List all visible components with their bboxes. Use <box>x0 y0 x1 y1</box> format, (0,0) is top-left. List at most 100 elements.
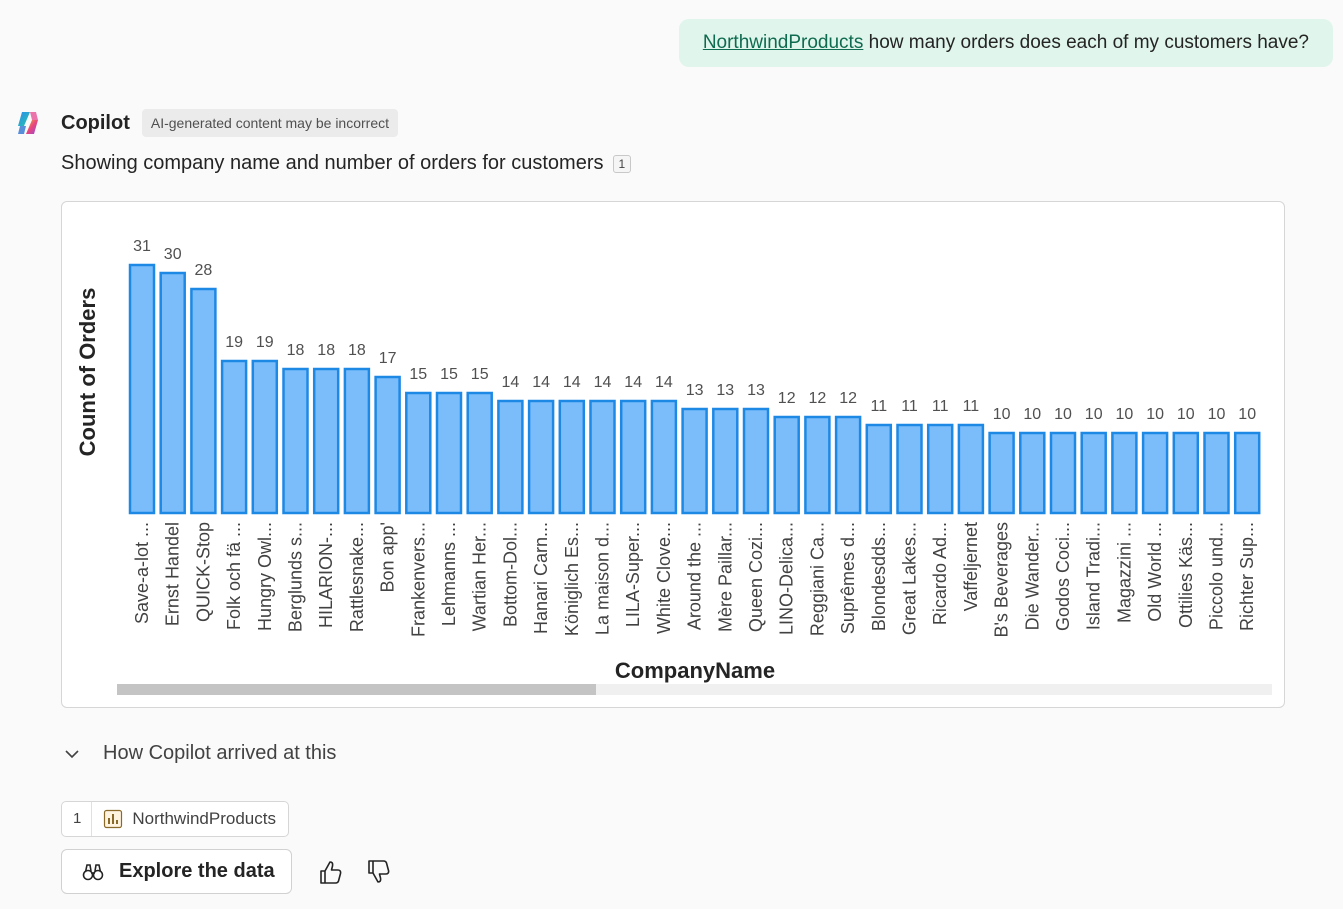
data-label: 13 <box>716 382 734 399</box>
reference-chip[interactable]: 1 NorthwindProducts <box>61 801 289 837</box>
x-tick-label: Island Tradi... <box>1084 522 1104 630</box>
data-label: 10 <box>1146 406 1164 423</box>
user-message-text: how many orders does each of my customer… <box>863 32 1309 53</box>
chart-bar <box>619 399 647 515</box>
reference-number: 1 <box>62 802 93 836</box>
chart-bar <box>374 375 401 515</box>
chart-card: 31 Save-a-lot ... 30 Ernst Handel 28 QUICK-St… <box>61 201 1285 708</box>
chart-bar <box>865 423 893 515</box>
chart-bar <box>312 367 340 515</box>
x-tick-label: Piccolo und... <box>1207 522 1227 630</box>
copilot-header: Copilot AI-generated content may be inco… <box>14 108 399 138</box>
x-tick-label: Save-a-lot ... <box>132 522 152 624</box>
x-tick-label: Richter Sup... <box>1237 522 1257 631</box>
chart-scrollbar-track[interactable] <box>117 684 1272 695</box>
data-label: 13 <box>686 382 704 399</box>
explore-data-button[interactable]: Explore the data <box>61 849 292 894</box>
data-label: 18 <box>348 342 366 359</box>
response-summary: Showing company name and number of order… <box>61 152 632 175</box>
data-label: 11 <box>870 398 887 415</box>
data-label: 18 <box>317 342 335 359</box>
chart-bar <box>1080 431 1107 515</box>
x-tick-label: B's Beverages <box>992 522 1012 638</box>
x-tick-label: QUICK-Stop <box>193 522 213 622</box>
data-label: 28 <box>195 262 213 279</box>
data-label: 15 <box>471 366 489 383</box>
x-tick-label: Blondesdds... <box>869 522 889 631</box>
mention-link[interactable]: NorthwindProducts <box>702 32 864 53</box>
x-tick-label: Rattlesnake... <box>347 522 367 632</box>
data-label: 19 <box>256 334 274 351</box>
data-label: 10 <box>1238 406 1256 423</box>
x-tick-label: LILA-Super... <box>623 522 643 627</box>
chart-bar <box>405 391 432 515</box>
chart-bar <box>466 391 493 515</box>
data-label: 13 <box>747 382 765 399</box>
x-tick-label: Around the ... <box>685 522 705 630</box>
x-tick-label: Old World ... <box>1145 522 1165 622</box>
chart-bar <box>1111 431 1138 515</box>
chart-bar <box>1019 431 1046 515</box>
binoculars-icon <box>82 863 104 880</box>
data-label: 15 <box>409 366 427 383</box>
how-copilot-arrived-label: How Copilot arrived at this <box>103 742 337 764</box>
chart-bar <box>742 407 770 515</box>
chart-bar <box>1141 431 1169 515</box>
chart-bar <box>128 263 156 515</box>
thumbs-down-icon[interactable] <box>364 858 392 886</box>
chart-bar <box>251 359 279 515</box>
data-label: 12 <box>809 390 827 407</box>
x-tick-label: Königlich Es... <box>562 522 582 636</box>
chart-bar <box>220 359 248 515</box>
data-label: 15 <box>440 366 458 383</box>
chart-bar <box>527 399 555 515</box>
data-label: 19 <box>225 334 243 351</box>
reference-label: NorthwindProducts <box>132 809 276 828</box>
x-tick-label: Folk och fä ... <box>224 522 244 630</box>
chart-bar <box>834 415 862 515</box>
how-copilot-arrived-toggle[interactable]: How Copilot arrived at this <box>62 742 336 765</box>
citation-badge[interactable]: 1 <box>612 154 632 173</box>
thumbs-up-icon[interactable] <box>316 858 344 886</box>
data-label: 14 <box>502 374 520 391</box>
x-tick-label: Berglunds s... <box>286 522 306 632</box>
chart-bar <box>497 399 524 515</box>
x-tick-label: La maison d... <box>593 522 613 635</box>
chart-bar <box>957 423 985 515</box>
chart-bar <box>681 407 708 515</box>
x-tick-label: Hanari Carn... <box>531 522 551 634</box>
chart-bar <box>159 271 186 515</box>
x-axis-label: CompanyName <box>615 658 775 683</box>
data-label: 10 <box>1054 406 1072 423</box>
data-label: 11 <box>963 398 980 415</box>
x-tick-label: Ricardo Ad... <box>930 522 950 625</box>
user-message-bubble: NorthwindProducts how many orders does e… <box>678 19 1333 67</box>
copilot-name: Copilot <box>61 111 130 134</box>
data-label: 12 <box>839 390 857 407</box>
data-label: 10 <box>1023 406 1041 423</box>
chart-scrollbar-thumb[interactable] <box>117 684 596 695</box>
data-label: 14 <box>594 374 612 391</box>
data-label: 12 <box>778 390 796 407</box>
chart-bar <box>1233 431 1261 515</box>
x-tick-label: Mère Paillar... <box>715 522 735 632</box>
data-label: 14 <box>563 374 581 391</box>
chart-bar <box>926 423 954 515</box>
chart-bar <box>1049 431 1077 515</box>
chart-bar <box>1203 431 1230 515</box>
x-tick-label: Ottilies Käs... <box>1176 522 1196 628</box>
explore-data-label: Explore the data <box>119 860 275 882</box>
x-tick-label: Ernst Handel <box>163 522 183 626</box>
data-label: 10 <box>1116 406 1134 423</box>
x-tick-label: Great Lakes... <box>900 522 920 635</box>
data-label: 18 <box>287 342 305 359</box>
y-axis-label: Count of Orders <box>75 288 100 457</box>
chevron-down-icon <box>65 749 79 758</box>
chart-bar <box>1172 431 1200 515</box>
data-label: 14 <box>624 374 642 391</box>
chart-bar <box>896 423 923 515</box>
data-label: 14 <box>655 374 673 391</box>
report-icon <box>104 809 123 829</box>
data-label: 31 <box>133 238 151 255</box>
x-tick-label: Hungry Owl... <box>255 522 275 631</box>
